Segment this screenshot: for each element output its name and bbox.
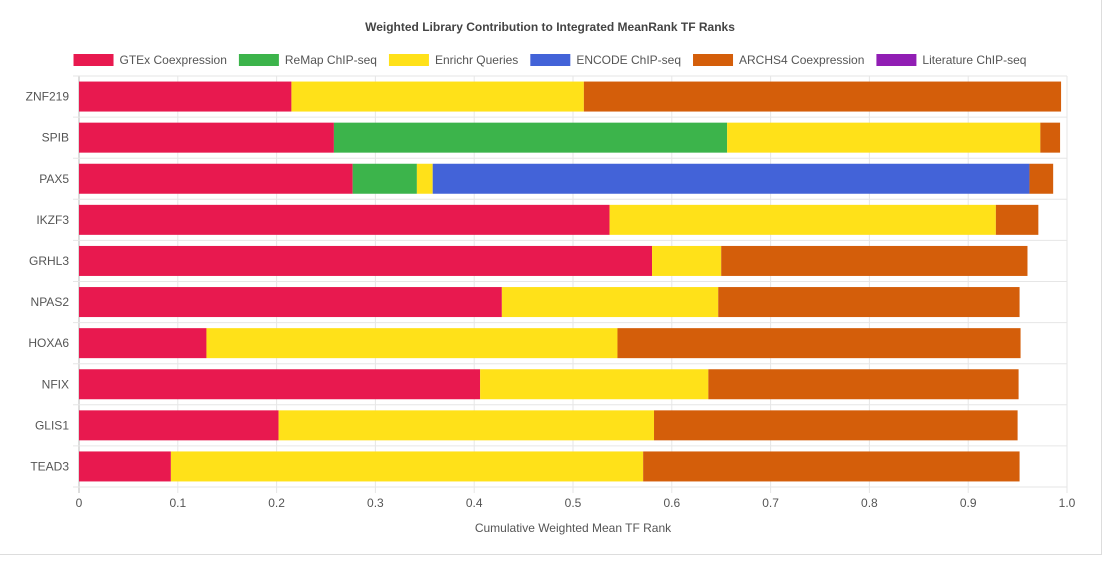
y-tick-label: SPIB bbox=[42, 131, 69, 145]
legend: GTEx Coexpression ReMap ChIP-seq Enrichr Q… bbox=[73, 53, 1026, 67]
bar-segment bbox=[416, 163, 433, 194]
bar-segment bbox=[1029, 163, 1054, 194]
legend-label: Literature ChIP-seq bbox=[922, 53, 1026, 67]
x-tick-label: 0.9 bbox=[960, 496, 977, 510]
bar-segment bbox=[721, 245, 1028, 276]
bar-segment bbox=[352, 163, 417, 194]
y-tick-label: HOXA6 bbox=[28, 336, 69, 350]
bar-segment bbox=[79, 287, 502, 318]
bar-segment bbox=[79, 81, 292, 112]
y-tick-label: TEAD3 bbox=[30, 459, 69, 473]
x-tick-label: 0 bbox=[76, 496, 83, 510]
legend-swatch bbox=[73, 54, 114, 66]
bar-segment bbox=[79, 245, 653, 276]
bar-segment bbox=[79, 369, 481, 400]
bar-segment bbox=[727, 122, 1041, 153]
bar-segment bbox=[333, 122, 728, 153]
bars bbox=[79, 81, 1062, 482]
legend-label: GTEx Coexpression bbox=[120, 53, 227, 67]
bar-segment bbox=[609, 204, 996, 235]
legend-swatch bbox=[238, 54, 279, 66]
bar-segment bbox=[1040, 122, 1061, 153]
legend-swatch bbox=[693, 54, 734, 66]
y-tick-label: GLIS1 bbox=[35, 418, 69, 432]
y-axis-labels: ZNF219 SPIB PAX5 IKZF3 GRHL3 NPAS2 HOXA6 NFIX GL… bbox=[26, 90, 70, 474]
bar-segment bbox=[501, 287, 719, 318]
grid-lines bbox=[73, 75, 1068, 493]
legend-label: Enrichr Queries bbox=[435, 53, 518, 67]
y-tick-label: GRHL3 bbox=[29, 254, 69, 268]
bar-segment bbox=[643, 451, 1020, 482]
x-tick-label: 0.1 bbox=[169, 496, 186, 510]
x-tick-label: 0.6 bbox=[663, 496, 680, 510]
bar-segment bbox=[79, 451, 171, 482]
legend-label: ReMap ChIP-seq bbox=[285, 53, 377, 67]
x-tick-label: 0.4 bbox=[466, 496, 483, 510]
x-tick-label: 0.5 bbox=[565, 496, 582, 510]
bar-segment bbox=[432, 163, 1030, 194]
bar-segment bbox=[79, 122, 334, 153]
bar-segment bbox=[79, 328, 207, 359]
x-tick-label: 0.2 bbox=[268, 496, 285, 510]
x-tick-label: 0.8 bbox=[861, 496, 878, 510]
legend-label: ARCHS4 Coexpression bbox=[739, 53, 864, 67]
bar-segment bbox=[170, 451, 644, 482]
x-tick-label: 0.7 bbox=[762, 496, 779, 510]
bar-segment bbox=[291, 81, 584, 112]
bar-segment bbox=[79, 410, 279, 441]
bar-segment bbox=[583, 81, 1062, 112]
legend-swatch bbox=[530, 54, 571, 66]
bar-segment bbox=[480, 369, 709, 400]
bar-segment bbox=[718, 287, 1020, 318]
bar-segment bbox=[206, 328, 618, 359]
y-tick-label: IKZF3 bbox=[36, 213, 69, 227]
bar-segment bbox=[79, 163, 353, 194]
bar-segment bbox=[79, 204, 610, 235]
legend-swatch bbox=[876, 54, 917, 66]
legend-swatch bbox=[388, 54, 429, 66]
legend-label: ENCODE ChIP-seq bbox=[576, 53, 681, 67]
y-tick-label: NFIX bbox=[42, 377, 69, 391]
bar-segment bbox=[278, 410, 655, 441]
bar-segment bbox=[708, 369, 1019, 400]
y-tick-label: NPAS2 bbox=[31, 295, 70, 309]
x-axis-labels: 0 0.1 0.2 0.3 0.4 0.5 0.6 0.7 0.8 0.9 1.0 bbox=[76, 496, 1076, 510]
bar-segment bbox=[995, 204, 1039, 235]
x-axis-title: Cumulative Weighted Mean TF Rank bbox=[475, 521, 672, 535]
x-tick-label: 0.3 bbox=[367, 496, 384, 510]
y-tick-label: PAX5 bbox=[39, 172, 69, 186]
bar-segment bbox=[617, 328, 1021, 359]
chart-title: Weighted Library Contribution to Integra… bbox=[365, 20, 735, 34]
x-tick-label: 1.0 bbox=[1059, 496, 1076, 510]
y-tick-label: ZNF219 bbox=[26, 90, 70, 104]
bar-segment bbox=[654, 410, 1018, 441]
bar-segment bbox=[652, 245, 722, 276]
